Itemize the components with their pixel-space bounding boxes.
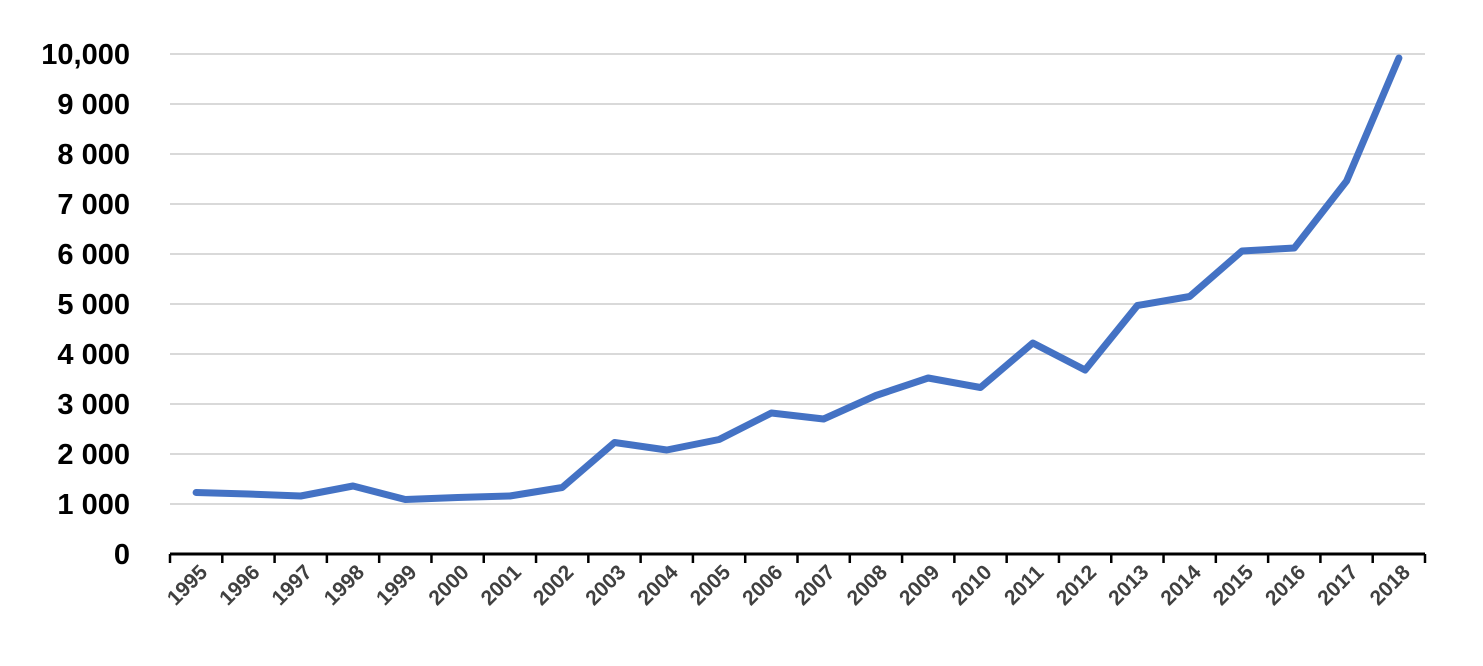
x-axis-tick-labels: 1995 1996 1997 1998 1999 2000 2001 2002 2003 2004… [163,561,1415,611]
series-lines [192,54,1403,503]
x-tick-label: 2002 [529,561,578,610]
x-tick-label: 2000 [424,561,473,610]
x-tick-label: 2009 [895,561,944,610]
y-tick-label: 10,000 [41,39,130,71]
x-tick-label: 2003 [581,561,630,610]
y-tick-label: 7 000 [57,189,130,221]
x-tick-label: 2011 [1000,561,1049,610]
x-tick-label: 2013 [1104,561,1153,610]
x-tick-label: 1996 [215,561,264,610]
x-tick-label: 2005 [686,561,736,611]
x-tick-label: 2004 [634,561,684,611]
y-tick-label: 1 000 [57,489,130,521]
x-tick-label: 1997 [267,561,316,610]
x-axis [168,552,1427,563]
series-line [192,54,1403,503]
x-tick-label: 1999 [372,561,421,610]
y-tick-label: 5 000 [57,289,130,321]
x-tick-label: 1995 [163,561,213,611]
x-tick-label: 2018 [1366,561,1416,611]
y-tick-label: 2 000 [57,439,130,471]
y-axis-tick-labels: 0 1 000 2 000 3 000 4 000 5 000 6 000 7 000 8 00… [41,39,130,571]
x-tick-label: 2016 [1261,561,1310,610]
x-tick-label: 2007 [790,561,839,610]
y-tick-label: 6 000 [57,239,130,271]
x-tick-label: 2001 [477,561,527,611]
y-tick-label: 0 [114,539,130,571]
x-tick-label: 2008 [843,561,893,611]
x-tick-label: 2014 [1156,561,1206,611]
x-tick-label: 1998 [320,561,370,611]
y-tick-label: 9 000 [57,89,130,121]
y-tick-label: 3 000 [57,389,130,421]
x-tick-label: 2010 [947,561,996,610]
y-tick-label: 8 000 [57,139,130,171]
x-tick-label: 2017 [1313,561,1362,610]
y-tick-label: 4 000 [57,339,130,371]
x-tick-label: 2015 [1209,561,1259,611]
x-tick-label: 2006 [738,561,787,610]
x-tick-label: 2012 [1052,561,1101,610]
gridlines [170,53,1425,505]
